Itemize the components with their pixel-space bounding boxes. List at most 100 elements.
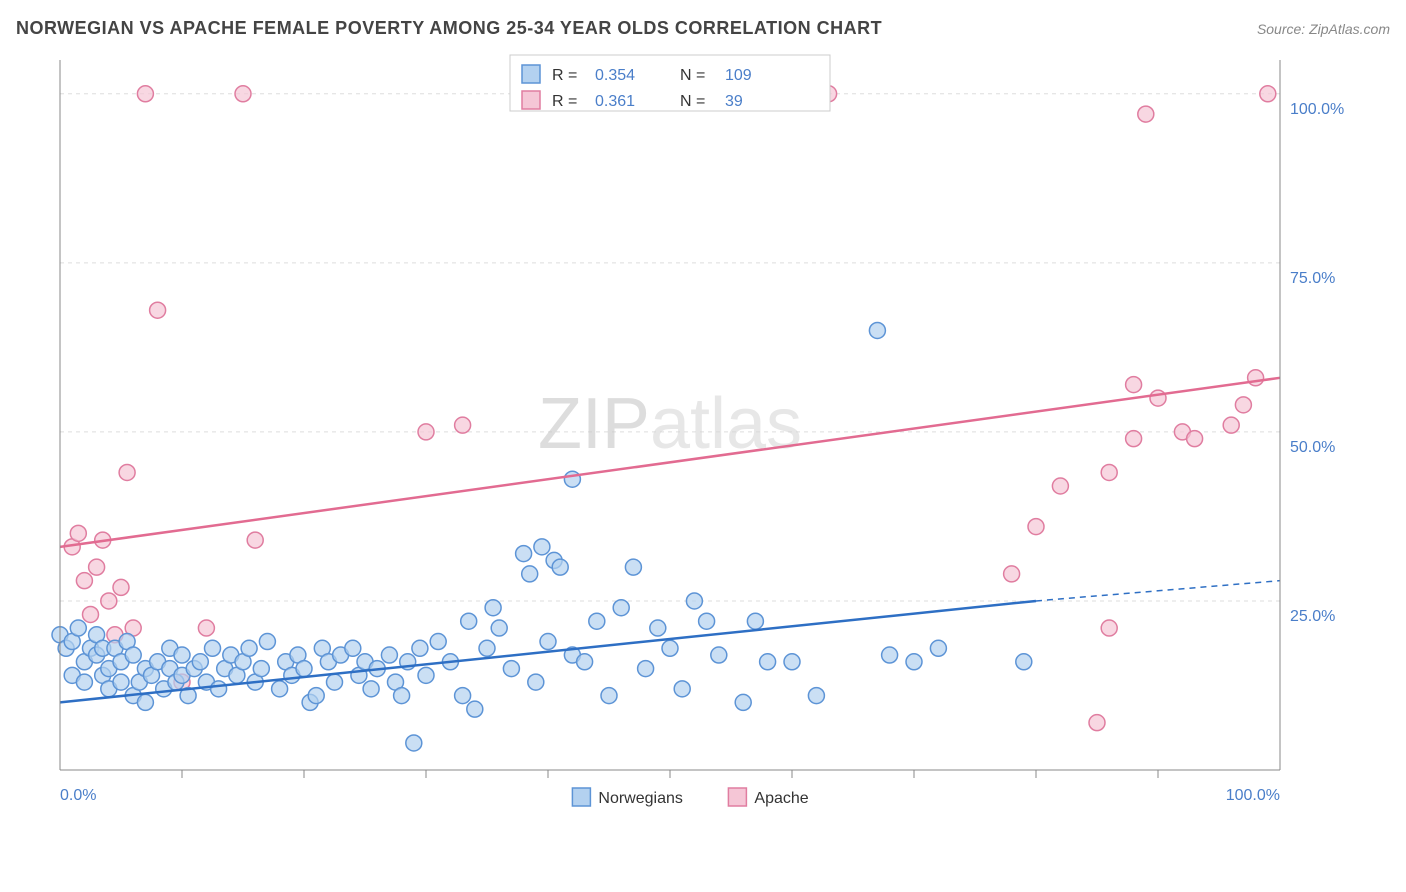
data-point bbox=[83, 606, 99, 622]
data-point bbox=[760, 654, 776, 670]
data-point bbox=[1028, 519, 1044, 535]
x-tick-label: 100.0% bbox=[1226, 787, 1280, 804]
data-point bbox=[70, 525, 86, 541]
data-point bbox=[327, 674, 343, 690]
data-point bbox=[906, 654, 922, 670]
data-point bbox=[1126, 377, 1142, 393]
x-tick-label: 0.0% bbox=[60, 787, 96, 804]
chart-source: Source: ZipAtlas.com bbox=[1257, 21, 1390, 37]
data-point bbox=[735, 694, 751, 710]
legend-r-value: 0.354 bbox=[595, 67, 635, 84]
data-point bbox=[381, 647, 397, 663]
data-point bbox=[430, 634, 446, 650]
correlation-chart: ZIPatlas0.0%100.0%25.0%50.0%75.0%100.0%R… bbox=[50, 50, 1350, 820]
series-label: Apache bbox=[754, 790, 808, 807]
data-point bbox=[272, 681, 288, 697]
data-point bbox=[662, 640, 678, 656]
data-point bbox=[674, 681, 690, 697]
data-point bbox=[455, 417, 471, 433]
data-point bbox=[1150, 390, 1166, 406]
data-point bbox=[198, 620, 214, 636]
data-point bbox=[253, 661, 269, 677]
data-point bbox=[638, 661, 654, 677]
data-point bbox=[784, 654, 800, 670]
data-point bbox=[479, 640, 495, 656]
data-point bbox=[119, 464, 135, 480]
chart-header: NORWEGIAN VS APACHE FEMALE POVERTY AMONG… bbox=[16, 18, 1390, 39]
data-point bbox=[76, 674, 92, 690]
legend-n-value: 39 bbox=[725, 93, 743, 110]
data-point bbox=[552, 559, 568, 575]
data-point bbox=[174, 647, 190, 663]
legend-n-value: 109 bbox=[725, 67, 752, 84]
y-tick-label: 75.0% bbox=[1290, 270, 1335, 287]
data-point bbox=[1101, 620, 1117, 636]
series-label: Norwegians bbox=[598, 790, 682, 807]
series-swatch bbox=[572, 788, 590, 806]
data-point bbox=[247, 532, 263, 548]
data-point bbox=[192, 654, 208, 670]
data-point bbox=[747, 613, 763, 629]
data-point bbox=[467, 701, 483, 717]
data-point bbox=[1089, 715, 1105, 731]
legend-n-label: N = bbox=[680, 93, 705, 110]
data-point bbox=[394, 688, 410, 704]
data-point bbox=[113, 579, 129, 595]
data-point bbox=[296, 661, 312, 677]
data-point bbox=[613, 600, 629, 616]
legend-r-value: 0.361 bbox=[595, 93, 635, 110]
data-point bbox=[1187, 431, 1203, 447]
data-point bbox=[1248, 370, 1264, 386]
data-point bbox=[235, 86, 251, 102]
data-point bbox=[516, 546, 532, 562]
y-tick-label: 25.0% bbox=[1290, 608, 1335, 625]
data-point bbox=[211, 681, 227, 697]
series-swatch bbox=[728, 788, 746, 806]
data-point bbox=[1126, 431, 1142, 447]
data-point bbox=[308, 688, 324, 704]
data-point bbox=[930, 640, 946, 656]
data-point bbox=[491, 620, 507, 636]
data-point bbox=[564, 471, 580, 487]
data-point bbox=[601, 688, 617, 704]
data-point bbox=[345, 640, 361, 656]
data-point bbox=[406, 735, 422, 751]
data-point bbox=[485, 600, 501, 616]
data-point bbox=[699, 613, 715, 629]
legend-n-label: N = bbox=[680, 67, 705, 84]
data-point bbox=[125, 647, 141, 663]
data-point bbox=[363, 681, 379, 697]
data-point bbox=[503, 661, 519, 677]
data-point bbox=[534, 539, 550, 555]
legend-swatch bbox=[522, 91, 540, 109]
data-point bbox=[137, 694, 153, 710]
data-point bbox=[113, 674, 129, 690]
data-point bbox=[1004, 566, 1020, 582]
data-point bbox=[1138, 106, 1154, 122]
data-point bbox=[869, 322, 885, 338]
data-point bbox=[686, 593, 702, 609]
data-point bbox=[577, 654, 593, 670]
data-point bbox=[89, 559, 105, 575]
legend-r-label: R = bbox=[552, 67, 577, 84]
data-point bbox=[589, 613, 605, 629]
data-point bbox=[1235, 397, 1251, 413]
legend-r-label: R = bbox=[552, 93, 577, 110]
data-point bbox=[455, 688, 471, 704]
data-point bbox=[882, 647, 898, 663]
data-point bbox=[150, 302, 166, 318]
data-point bbox=[540, 634, 556, 650]
data-point bbox=[418, 667, 434, 683]
data-point bbox=[711, 647, 727, 663]
data-point bbox=[1101, 464, 1117, 480]
data-point bbox=[522, 566, 538, 582]
y-tick-label: 100.0% bbox=[1290, 101, 1344, 118]
data-point bbox=[137, 86, 153, 102]
chart-title: NORWEGIAN VS APACHE FEMALE POVERTY AMONG… bbox=[16, 18, 882, 39]
data-point bbox=[625, 559, 641, 575]
data-point bbox=[259, 634, 275, 650]
data-point bbox=[1260, 86, 1276, 102]
data-point bbox=[241, 640, 257, 656]
data-point bbox=[1223, 417, 1239, 433]
data-point bbox=[101, 593, 117, 609]
